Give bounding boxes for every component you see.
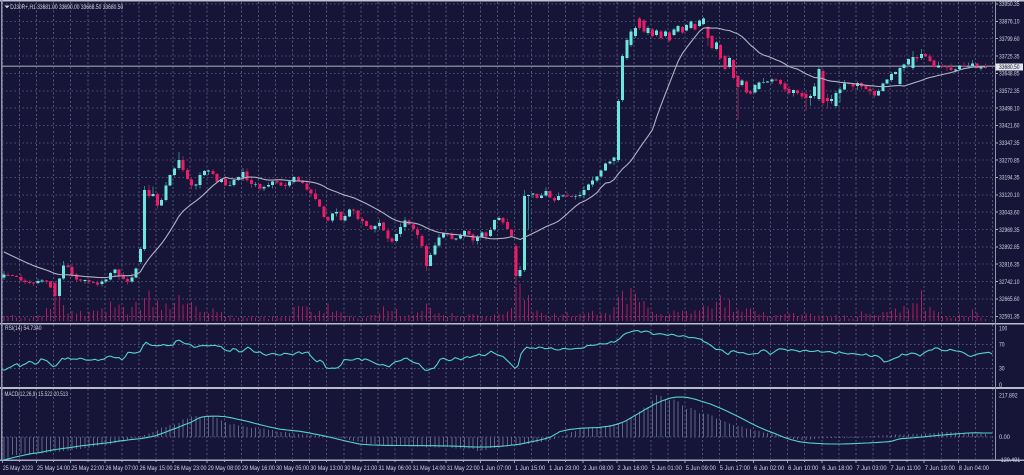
- svg-text:30 May 21:00: 30 May 21:00: [344, 465, 377, 472]
- svg-text:26 May 23:00: 26 May 23:00: [174, 465, 207, 472]
- svg-text:RSI(14) 54.7340: RSI(14) 54.7340: [5, 325, 42, 332]
- svg-text:7 Jun 19:00: 7 Jun 19:00: [925, 465, 956, 472]
- svg-text:31 May 22:00: 31 May 22:00: [447, 465, 480, 472]
- svg-text:5 Jun 09:00: 5 Jun 09:00: [686, 465, 717, 472]
- svg-text:32969.35: 32969.35: [999, 227, 1020, 234]
- svg-text:33498.10: 33498.10: [999, 105, 1020, 112]
- svg-text:33043.60: 33043.60: [999, 209, 1020, 216]
- svg-text:33194.35: 33194.35: [999, 175, 1020, 182]
- svg-text:33876.10: 33876.10: [999, 19, 1020, 26]
- svg-text:33270.85: 33270.85: [999, 157, 1020, 164]
- svg-text:33572.35: 33572.35: [999, 88, 1020, 95]
- svg-text:6 Jun 18:00: 6 Jun 18:00: [822, 465, 853, 472]
- svg-text:31 May 14:00: 31 May 14:00: [413, 465, 446, 472]
- svg-text:6 Jun 10:00: 6 Jun 10:00: [788, 465, 819, 472]
- svg-text:DJ30R+,H1 33681.00 33690.00 3: DJ30R+,H1 33681.00 33690.00 33668.50 336…: [10, 4, 123, 11]
- svg-text:33648.85: 33648.85: [999, 71, 1020, 78]
- svg-text:29 May 08:00: 29 May 08:00: [208, 465, 241, 472]
- svg-text:6 Jun 02:00: 6 Jun 02:00: [754, 465, 785, 472]
- svg-text:29 May 16:00: 29 May 16:00: [242, 465, 275, 472]
- svg-text:26 May 07:00: 26 May 07:00: [105, 465, 138, 472]
- svg-text:30: 30: [999, 366, 1005, 373]
- svg-text:31 May 06:00: 31 May 06:00: [378, 465, 411, 472]
- svg-text:7 Jun 11:00: 7 Jun 11:00: [891, 465, 922, 472]
- svg-text:33347.35: 33347.35: [999, 140, 1020, 147]
- svg-text:8 Jun 04:00: 8 Jun 04:00: [959, 465, 990, 472]
- svg-text:100: 100: [999, 325, 1008, 332]
- svg-text:32816.35: 32816.35: [999, 261, 1020, 268]
- svg-text:25 May 14:00: 25 May 14:00: [37, 465, 70, 472]
- svg-text:0.00: 0.00: [999, 434, 1010, 441]
- svg-text:30 May 05:00: 30 May 05:00: [276, 465, 309, 472]
- svg-text:25 May 2023: 25 May 2023: [3, 465, 34, 472]
- svg-text:7 Jun 03:00: 7 Jun 03:00: [856, 465, 887, 472]
- svg-text:33120.10: 33120.10: [999, 192, 1020, 199]
- svg-text:30 May 13:00: 30 May 13:00: [310, 465, 343, 472]
- svg-text:33725.35: 33725.35: [999, 53, 1020, 60]
- svg-text:33680.50: 33680.50: [999, 64, 1020, 71]
- svg-text:32591.35: 32591.35: [999, 314, 1020, 321]
- svg-text:0: 0: [999, 382, 1002, 389]
- svg-text:217.892: 217.892: [999, 392, 1018, 399]
- svg-text:32742.10: 32742.10: [999, 279, 1020, 286]
- svg-text:MACD(12,26,9) 15.522 20.513: MACD(12,26,9) 15.522 20.513: [5, 391, 69, 398]
- svg-text:33421.60: 33421.60: [999, 123, 1020, 130]
- svg-text:1 Jun 23:00: 1 Jun 23:00: [549, 465, 580, 472]
- svg-text:5 Jun 17:00: 5 Jun 17:00: [720, 465, 751, 472]
- svg-text:2 Jun 08:00: 2 Jun 08:00: [583, 465, 614, 472]
- svg-text:33950.35: 33950.35: [999, 1, 1020, 8]
- svg-text:2 Jun 16:00: 2 Jun 16:00: [617, 465, 648, 472]
- svg-text:32892.85: 32892.85: [999, 244, 1020, 251]
- svg-text:70: 70: [999, 342, 1005, 349]
- svg-text:1 Jun 07:00: 1 Jun 07:00: [481, 465, 512, 472]
- svg-text:25 May 22:00: 25 May 22:00: [71, 465, 104, 472]
- svg-text:32665.60: 32665.60: [999, 296, 1020, 303]
- svg-text:1 Jun 15:00: 1 Jun 15:00: [515, 465, 546, 472]
- svg-text:-120.491: -120.491: [999, 457, 1021, 464]
- svg-text:26 May 15:00: 26 May 15:00: [140, 465, 173, 472]
- svg-text:5 Jun 01:00: 5 Jun 01:00: [652, 465, 683, 472]
- svg-text:33799.60: 33799.60: [999, 36, 1020, 43]
